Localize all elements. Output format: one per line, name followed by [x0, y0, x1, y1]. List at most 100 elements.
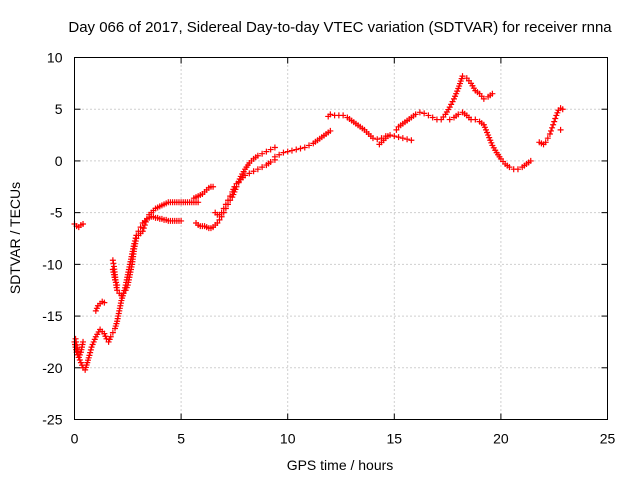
data-point [550, 121, 557, 128]
x-axis-label: GPS time / hours [287, 457, 394, 473]
data-point [288, 147, 295, 154]
data-point [551, 118, 558, 125]
data-point [544, 135, 551, 142]
data-point [404, 136, 411, 143]
data-point [254, 152, 261, 159]
data-point [225, 197, 232, 204]
x-tick-label: 20 [493, 431, 509, 447]
data-point [514, 166, 521, 173]
data-point [87, 346, 94, 353]
data-point [395, 134, 402, 141]
data-point [408, 137, 415, 144]
data-point [280, 149, 287, 156]
x-tick-label: 10 [280, 431, 296, 447]
data-point [86, 352, 93, 359]
series-seg9 [212, 144, 278, 218]
data-point [557, 126, 564, 133]
data-point [340, 112, 347, 119]
data-point [214, 219, 221, 226]
data-point [254, 166, 261, 173]
data-point [306, 142, 313, 149]
data-point [429, 114, 436, 121]
data-point [216, 216, 223, 223]
gridlines [74, 57, 608, 420]
data-point [276, 151, 283, 158]
data-point [218, 209, 225, 216]
data-point [506, 164, 513, 171]
x-tick-label: 5 [177, 431, 185, 447]
data-point [139, 228, 146, 235]
plot-frame [74, 57, 608, 420]
data-point [222, 201, 229, 208]
data-point [293, 146, 300, 153]
series-seg1 [71, 221, 87, 231]
data-point [271, 153, 278, 160]
data-point [412, 111, 419, 118]
data-point [459, 73, 466, 80]
series-seg14 [446, 109, 534, 173]
data-point [114, 287, 121, 294]
data-point [80, 221, 87, 228]
series-seg8 [193, 156, 278, 232]
data-points [71, 73, 566, 373]
data-point [140, 225, 147, 232]
data-point [297, 145, 304, 152]
series-seg5 [109, 199, 202, 299]
data-point [449, 98, 456, 105]
x-tick-label: 0 [71, 431, 79, 447]
y-tick-label: 5 [55, 101, 63, 117]
data-point [246, 170, 253, 177]
data-point [133, 235, 140, 242]
series-seg16 [557, 126, 564, 133]
series-seg6 [109, 266, 121, 289]
data-point [109, 329, 116, 336]
data-point [114, 282, 121, 289]
data-point [552, 115, 559, 122]
data-point [327, 111, 334, 118]
data-point [242, 172, 249, 179]
data-point [120, 290, 127, 297]
data-point [393, 126, 400, 133]
x-tick-label: 15 [387, 431, 403, 447]
data-point [546, 131, 553, 138]
x-tick-label: 25 [600, 431, 616, 447]
data-point [448, 101, 455, 108]
data-point [267, 158, 274, 165]
data-point [87, 349, 94, 356]
data-point [384, 133, 391, 140]
data-point [231, 183, 238, 190]
data-point [480, 95, 487, 102]
data-point [527, 157, 534, 164]
data-point [284, 148, 291, 155]
y-tick-label: -20 [42, 360, 62, 376]
data-point [301, 144, 308, 151]
data-point [250, 168, 257, 175]
data-point [142, 218, 149, 225]
data-point [421, 110, 428, 117]
data-point [271, 144, 278, 151]
data-point [374, 136, 381, 143]
series-seg3 [72, 335, 87, 361]
data-point [263, 148, 270, 155]
data-point [195, 199, 202, 206]
data-point [549, 124, 556, 131]
data-point [548, 127, 555, 134]
data-point [399, 135, 406, 142]
y-tick-label: 10 [47, 50, 63, 66]
series-seg15 [536, 105, 566, 148]
data-point [369, 135, 376, 142]
data-point [391, 133, 398, 140]
data-point [210, 183, 217, 190]
data-point [542, 139, 549, 146]
data-point [489, 90, 496, 97]
data-point [472, 116, 479, 123]
data-point [143, 215, 150, 222]
data-point [446, 116, 453, 123]
series-seg10 [271, 127, 334, 160]
data-point [220, 205, 227, 212]
y-tick-label: -15 [42, 308, 62, 324]
data-point [327, 127, 334, 134]
series-seg11 [325, 111, 415, 144]
data-point [559, 106, 566, 113]
